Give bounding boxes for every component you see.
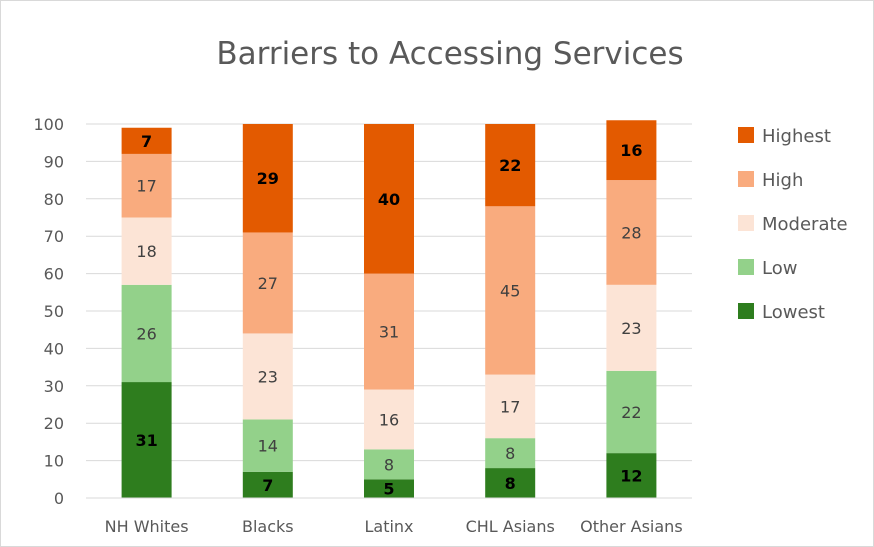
bar-segment-moderate <box>364 389 414 450</box>
data-label: 22 <box>499 156 521 175</box>
data-label: 22 <box>621 403 641 422</box>
legend: Highest High Moderate Low Lowest <box>738 126 848 323</box>
bar-segment-lowest <box>606 453 657 498</box>
legend-label: Highest <box>762 126 831 147</box>
legend-swatch-low <box>738 259 754 275</box>
bar-segment-high <box>121 153 172 218</box>
x-category-label: Latinx <box>364 517 413 536</box>
data-label: 27 <box>258 274 278 293</box>
legend-label: Moderate <box>762 214 848 235</box>
bars <box>121 120 657 498</box>
data-label: 12 <box>620 467 642 486</box>
x-axis: NH Whites Blacks Latinx CHL Asians Other Asi… <box>86 497 692 536</box>
data-label: 26 <box>136 324 156 343</box>
y-tick-label: 100 <box>33 115 64 134</box>
x-category-label: CHL Asians <box>466 517 555 536</box>
x-category-label: Blacks <box>242 517 294 536</box>
data-label: 29 <box>257 169 279 188</box>
data-label: 31 <box>135 431 157 450</box>
data-label: 14 <box>258 437 278 456</box>
bar-segment-lowest <box>485 468 536 498</box>
y-tick-label: 0 <box>54 489 64 508</box>
bar-segment-highest <box>364 124 414 274</box>
y-axis: 0 10 20 30 40 50 60 70 80 90 100 <box>33 115 64 508</box>
data-labels: 31 26 18 17 7 7 14 23 27 29 5 8 16 31 40 8 8 17 45 22 12 22 23… <box>135 132 642 499</box>
legend-label: Low <box>762 258 797 279</box>
legend-swatch-high <box>738 171 754 187</box>
data-label: 5 <box>383 480 394 499</box>
y-tick-label: 50 <box>44 302 64 321</box>
bar-segment-low <box>121 284 172 383</box>
bar-segment-high <box>364 273 414 390</box>
data-label: 45 <box>500 281 520 300</box>
bar-segment-highest <box>485 124 536 207</box>
y-tick-label: 10 <box>44 452 64 471</box>
bar-segment-lowest <box>364 479 414 498</box>
bar-segment-moderate <box>121 217 172 285</box>
data-label: 8 <box>505 444 515 463</box>
legend-swatch-lowest <box>738 303 754 319</box>
legend-label: High <box>762 170 803 191</box>
data-label: 23 <box>258 367 278 386</box>
bar-segment-low <box>242 419 293 472</box>
bar-segment-moderate <box>485 374 536 439</box>
bar-segment-highest <box>242 124 293 233</box>
data-label: 8 <box>505 474 516 493</box>
data-label: 23 <box>621 319 641 338</box>
data-label: 8 <box>384 455 394 474</box>
legend-swatch-highest <box>738 127 754 143</box>
data-label: 18 <box>136 242 156 261</box>
data-label: 31 <box>379 323 399 342</box>
bar-segment-high <box>606 180 657 285</box>
data-label: 7 <box>262 476 273 495</box>
bar-segment-lowest <box>242 471 293 498</box>
y-tick-label: 30 <box>44 377 64 396</box>
bar-segment-high <box>242 232 293 334</box>
data-label: 40 <box>378 190 400 209</box>
bar-segment-moderate <box>242 333 293 420</box>
data-label: 16 <box>620 141 642 160</box>
y-tick-label: 40 <box>44 339 64 358</box>
bar-segment-highest <box>606 120 657 181</box>
y-tick-label: 60 <box>44 265 64 284</box>
bar-segment-moderate <box>606 284 657 371</box>
bar-segment-highest <box>121 127 172 154</box>
data-label: 28 <box>621 223 641 242</box>
x-category-label: NH Whites <box>105 517 189 536</box>
data-label: 17 <box>500 397 520 416</box>
bar-segment-low <box>606 370 657 454</box>
y-tick-label: 80 <box>44 190 64 209</box>
data-label: 17 <box>136 177 156 196</box>
data-label: 7 <box>141 132 152 151</box>
legend-swatch-moderate <box>738 215 754 231</box>
bar-segment-low <box>485 438 536 469</box>
y-tick-label: 20 <box>44 414 64 433</box>
data-label: 16 <box>379 410 399 429</box>
bar-segment-high <box>485 206 536 375</box>
bar-segment-lowest <box>121 382 172 498</box>
legend-label: Lowest <box>762 302 825 323</box>
bar-segment-low <box>364 449 414 480</box>
chart-title: Barriers to Accessing Services <box>216 36 684 72</box>
y-tick-label: 70 <box>44 227 64 246</box>
x-category-label: Other Asians <box>580 517 683 536</box>
y-tick-label: 90 <box>44 152 64 171</box>
